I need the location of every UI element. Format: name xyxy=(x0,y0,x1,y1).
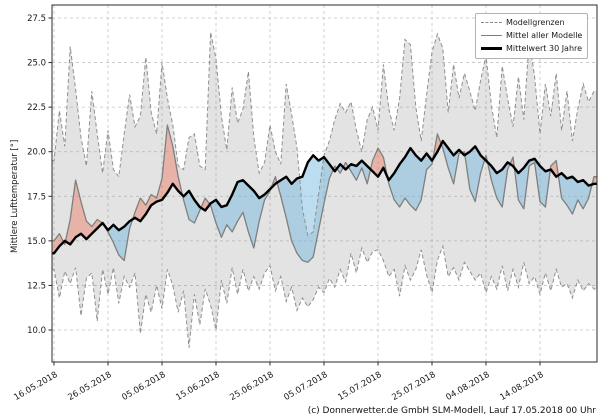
model-mean-line xyxy=(52,124,597,263)
y-axis-label: Mittlere Lufttemperatur [°] xyxy=(10,139,20,253)
y-tick-label: 12.5 xyxy=(27,281,46,291)
mean-30y-line xyxy=(52,139,597,255)
legend-item-modellgrenzen: Modellgrenzen xyxy=(481,17,582,28)
band-lower-boundary xyxy=(52,244,597,348)
legend-item-mittelwert-30-jahre: Mittelwert 30 Jahre xyxy=(481,43,582,54)
copyright-caption: (c) Donnerwetter.de GmbH SLM-Modell, Lau… xyxy=(307,406,596,416)
band-upper-boundary xyxy=(52,32,597,237)
y-tick-label: 22.5 xyxy=(27,103,46,113)
legend: Modellgrenzen Mittel aller Modelle Mitte… xyxy=(475,13,589,59)
y-tick-label: 20.0 xyxy=(27,148,46,158)
legend-item-mittel-aller-modelle: Mittel aller Modelle xyxy=(481,30,582,41)
y-tick-label: 10.0 xyxy=(27,326,46,336)
legend-label: Mittelwert 30 Jahre xyxy=(506,44,583,53)
cool-anomaly-fill xyxy=(52,141,597,263)
thick-line-swatch-icon xyxy=(481,47,502,50)
y-tick-label: 15.0 xyxy=(27,237,46,247)
model-range-band xyxy=(52,32,597,348)
legend-label: Mittel aller Modelle xyxy=(506,31,583,40)
gridlines xyxy=(52,5,597,362)
y-tick-label: 17.5 xyxy=(27,192,46,202)
legend-label: Modellgrenzen xyxy=(506,18,565,27)
y-tick-label: 27.5 xyxy=(27,14,46,24)
solid-line-swatch-icon xyxy=(481,35,502,36)
y-tick-label: 25.0 xyxy=(27,59,46,69)
dashed-line-swatch-icon xyxy=(481,22,502,23)
